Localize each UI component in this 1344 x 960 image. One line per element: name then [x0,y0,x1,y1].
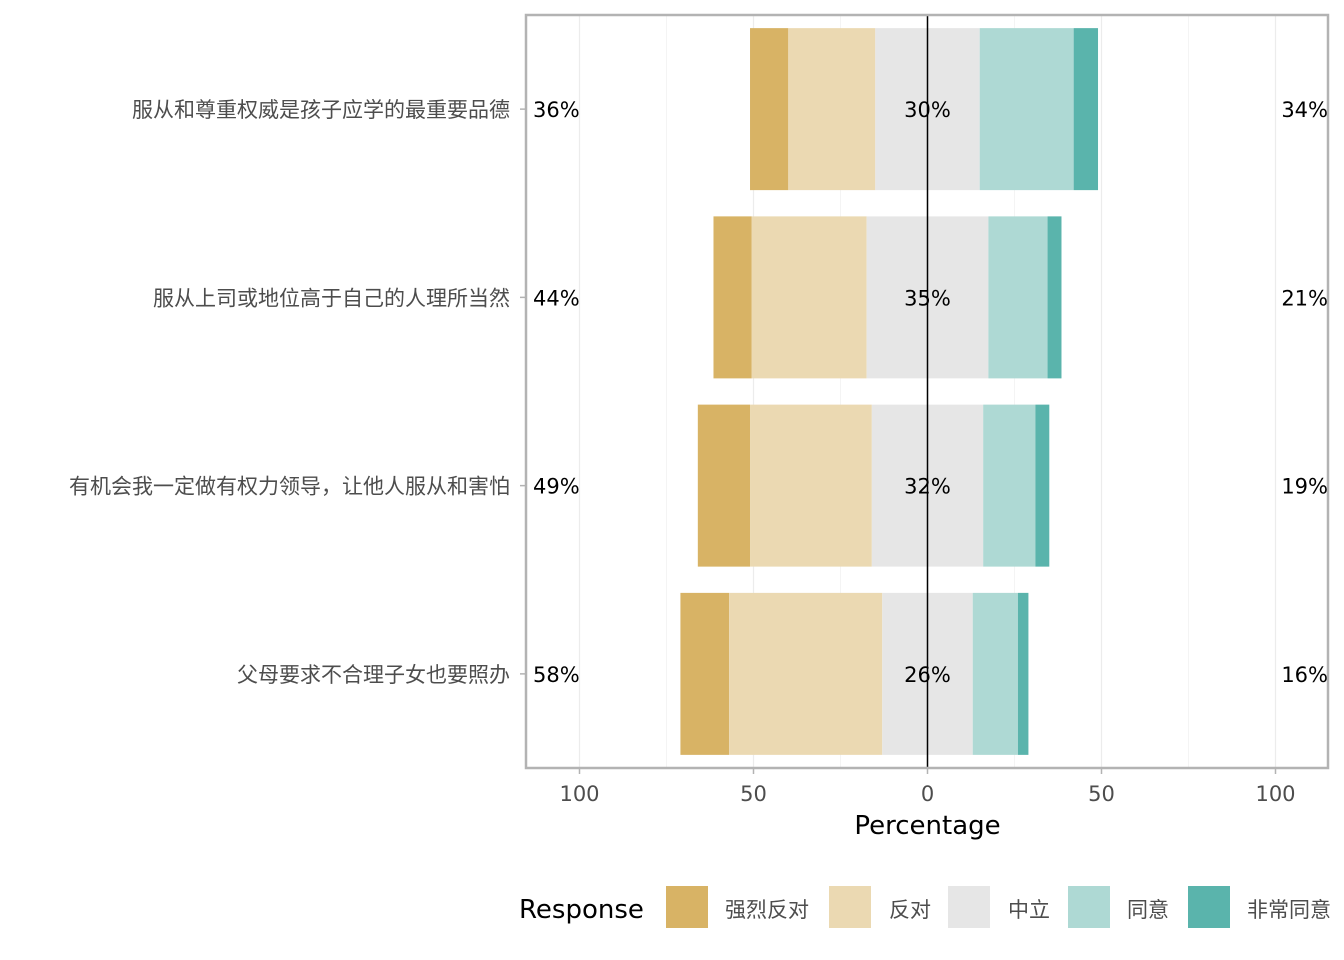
bar-segment [751,216,867,379]
legend-label: 同意 [1127,898,1169,922]
legend-label: 非常同意 [1247,898,1331,922]
category-labels: 服从和尊重权威是孩子应学的最重要品德服从上司或地位高于自己的人理所当然有机会我一… [69,98,526,687]
left-percent-label: 49% [533,475,580,499]
legend: Response 强烈反对 反对 中立 同意 非常同意 [519,886,1331,928]
x-tick-label: 50 [1088,782,1115,806]
right-percent-label: 34% [1281,98,1328,122]
bar-segment [988,216,1048,379]
legend-key [829,886,871,928]
center-percent-label: 26% [904,663,951,687]
legend-label: 强烈反对 [725,898,809,922]
bar-segment [979,28,1074,191]
x-axis-title: Percentage [854,811,1000,841]
bar-segment [1017,592,1029,755]
x-tick-label: 100 [1255,782,1295,806]
right-percent-label: 19% [1281,475,1328,499]
bar-segment [1035,404,1050,567]
bar-segment [697,404,751,567]
legend-title: Response [519,895,644,925]
percent-labels: 36% 30% 34% 44% 35% 21% 49% 32% 19% 58% 26% 16% [533,98,1328,687]
bar-segment [972,592,1018,755]
category-label: 父母要求不合理子女也要照办 [237,663,510,687]
bar-segment [680,592,730,755]
bar-segment [729,592,883,755]
left-percent-label: 44% [533,286,580,310]
x-tick-label: 100 [559,782,599,806]
left-percent-label: 58% [533,663,580,687]
bar-segment [983,404,1036,567]
x-tick-label: 0 [921,782,934,806]
category-label: 服从和尊重权威是孩子应学的最重要品德 [132,98,510,122]
bar-segment [750,404,872,567]
x-tick-label: 50 [740,782,767,806]
legend-key [1068,886,1110,928]
right-percent-label: 16% [1281,663,1328,687]
center-percent-label: 32% [904,475,951,499]
bars-layer [680,28,1099,755]
center-percent-label: 30% [904,98,951,122]
legend-key [948,886,990,928]
category-label: 服从上司或地位高于自己的人理所当然 [153,286,510,310]
center-percent-label: 35% [904,286,951,310]
legend-label: 中立 [1008,898,1050,922]
bar-segment [788,28,876,191]
x-axis: 100 50 0 50 100 [559,768,1296,806]
legend-key [1188,886,1230,928]
legend-key [666,886,708,928]
bar-segment [713,216,752,379]
left-percent-label: 36% [533,98,580,122]
bar-segment [750,28,789,191]
right-percent-label: 21% [1281,286,1328,310]
legend-label: 反对 [889,898,931,922]
category-label: 有机会我一定做有权力领导，让他人服从和害怕 [69,475,510,499]
bar-segment [1073,28,1099,191]
bar-segment [1047,216,1062,379]
